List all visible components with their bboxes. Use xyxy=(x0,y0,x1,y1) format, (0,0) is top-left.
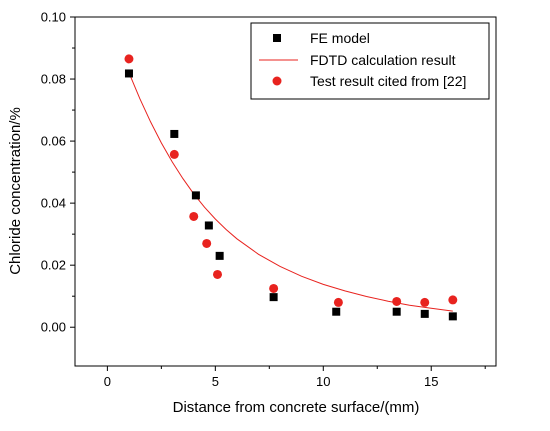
test-result-point xyxy=(333,297,343,307)
series-layer xyxy=(124,54,458,321)
ticks-layer: 0 5 10 15 0.00 0.02 0.04 0.06 0.08 0.10 xyxy=(41,10,486,389)
x-tick-label: 5 xyxy=(212,374,219,389)
legend: FE model FDTD calculation result Test re… xyxy=(250,22,490,100)
fe-model-point xyxy=(448,312,457,321)
x-axis-title: Distance from concrete surface/(mm) xyxy=(173,399,420,416)
fe-model-point xyxy=(420,309,429,318)
fdtd-curve xyxy=(128,72,453,312)
legend-test-label: Test result cited from [22] xyxy=(310,73,466,89)
test-result-point xyxy=(420,297,430,307)
y-tick-label: 0.02 xyxy=(41,258,66,273)
fe-model-point xyxy=(332,307,341,316)
fe-model-point xyxy=(269,293,278,302)
x-tick-label: 15 xyxy=(424,374,438,389)
legend-fe-model-label: FE model xyxy=(310,30,370,46)
fe-model-point xyxy=(215,251,224,260)
y-tick-label: 0.06 xyxy=(41,134,66,149)
test-result-point xyxy=(202,238,212,248)
test-result-point xyxy=(169,149,179,159)
plot-frame xyxy=(74,16,497,367)
y-tick-label: 0.08 xyxy=(41,72,66,87)
legend-fe-model-marker xyxy=(273,34,281,42)
test-result-point xyxy=(212,269,222,279)
x-tick-label: 10 xyxy=(316,374,330,389)
y-axis-title: Chloride concentration/% xyxy=(7,107,24,275)
test-result-point xyxy=(448,295,458,305)
y-tick-label: 0.10 xyxy=(41,10,66,25)
fe-model-point xyxy=(170,129,179,138)
test-result-point xyxy=(189,211,199,221)
legend-test-marker xyxy=(272,76,282,86)
x-tick-label: 0 xyxy=(104,374,111,389)
fe-model-point xyxy=(204,221,213,230)
legend-frame xyxy=(250,22,490,100)
fe-model-point xyxy=(191,191,200,200)
fe-model-point xyxy=(124,69,133,78)
y-tick-label: 0.04 xyxy=(41,196,66,211)
fe-model-point xyxy=(392,307,401,316)
test-result-point xyxy=(124,54,134,64)
test-result-point xyxy=(392,296,402,306)
y-tick-label: 0.00 xyxy=(41,320,66,335)
legend-fdtd-label: FDTD calculation result xyxy=(310,52,456,68)
test-result-point xyxy=(269,283,279,293)
